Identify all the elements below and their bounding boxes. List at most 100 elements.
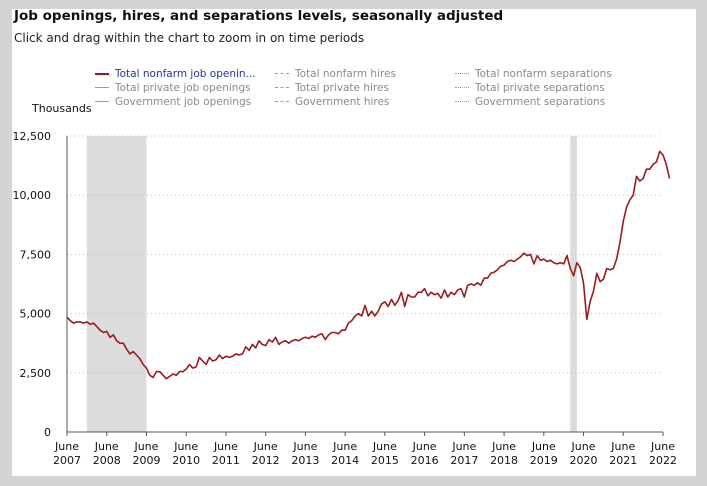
- data-point[interactable]: [528, 252, 533, 257]
- data-point[interactable]: [601, 277, 606, 282]
- data-point[interactable]: [621, 219, 626, 224]
- x-tick-label-month: June: [213, 440, 238, 453]
- data-point[interactable]: [372, 314, 377, 319]
- data-point[interactable]: [571, 273, 576, 278]
- data-point[interactable]: [478, 283, 483, 288]
- x-tick-label-month: June: [253, 440, 278, 453]
- data-point[interactable]: [349, 318, 354, 323]
- data-point[interactable]: [137, 356, 142, 361]
- data-point[interactable]: [270, 340, 275, 345]
- data-point[interactable]: [588, 299, 593, 304]
- x-tick-label-month: June: [451, 440, 476, 453]
- data-point[interactable]: [647, 167, 652, 172]
- data-point[interactable]: [323, 337, 328, 342]
- series-points: [65, 149, 673, 381]
- data-point[interactable]: [584, 317, 589, 322]
- data-point[interactable]: [343, 328, 348, 333]
- x-tick-label-month: June: [332, 440, 357, 453]
- data-point[interactable]: [535, 253, 540, 258]
- data-point[interactable]: [442, 287, 447, 292]
- data-point[interactable]: [624, 205, 629, 210]
- data-point[interactable]: [369, 309, 374, 314]
- data-point[interactable]: [204, 362, 209, 367]
- data-point[interactable]: [151, 375, 156, 380]
- data-point[interactable]: [565, 253, 570, 258]
- data-point[interactable]: [422, 286, 427, 291]
- x-tick-label-month: June: [133, 440, 158, 453]
- data-point[interactable]: [617, 240, 622, 245]
- data-point[interactable]: [402, 304, 407, 309]
- data-point[interactable]: [247, 348, 252, 353]
- data-point[interactable]: [445, 295, 450, 300]
- data-point[interactable]: [412, 295, 417, 300]
- series-line-total-nonfarm-job-openings[interactable]: [66, 150, 671, 380]
- data-point[interactable]: [485, 276, 490, 281]
- data-point[interactable]: [627, 197, 632, 202]
- data-point[interactable]: [594, 271, 599, 276]
- data-point[interactable]: [273, 335, 278, 340]
- data-point[interactable]: [399, 290, 404, 295]
- legend-label: Government separations: [475, 96, 606, 108]
- legend-label: Total private hires: [295, 82, 389, 94]
- data-point[interactable]: [376, 309, 381, 314]
- x-tick-label-month: June: [173, 440, 198, 453]
- data-point[interactable]: [144, 366, 149, 371]
- data-point[interactable]: [654, 160, 659, 165]
- data-point[interactable]: [124, 347, 129, 352]
- y-tick-label: 2,500: [20, 367, 52, 380]
- data-point[interactable]: [531, 261, 536, 266]
- data-point[interactable]: [214, 357, 219, 362]
- legend-swatch: [275, 101, 289, 102]
- data-point[interactable]: [366, 314, 371, 319]
- data-point[interactable]: [240, 351, 245, 356]
- data-point[interactable]: [578, 265, 583, 270]
- legend-swatch: [455, 87, 469, 88]
- data-point[interactable]: [121, 341, 126, 346]
- y-tick-label: 7,500: [20, 248, 52, 261]
- data-point[interactable]: [581, 280, 586, 285]
- x-tick-label-year: 2012: [252, 454, 280, 467]
- data-point[interactable]: [664, 162, 669, 167]
- data-point[interactable]: [382, 299, 387, 304]
- data-point[interactable]: [641, 176, 646, 181]
- data-point[interactable]: [253, 345, 258, 350]
- data-point[interactable]: [392, 303, 397, 308]
- data-point[interactable]: [568, 266, 573, 271]
- data-point[interactable]: [435, 291, 440, 296]
- data-point[interactable]: [614, 257, 619, 262]
- data-point[interactable]: [661, 152, 666, 157]
- data-point[interactable]: [389, 297, 394, 302]
- legend-swatch: [275, 87, 289, 88]
- data-point[interactable]: [111, 332, 116, 337]
- data-point[interactable]: [631, 193, 636, 198]
- data-point[interactable]: [452, 292, 457, 297]
- data-point[interactable]: [263, 343, 268, 348]
- data-point[interactable]: [611, 266, 616, 271]
- data-point[interactable]: [462, 295, 467, 300]
- data-point[interactable]: [363, 303, 368, 308]
- x-tick-label-year: 2019: [530, 454, 558, 467]
- data-point[interactable]: [439, 296, 444, 301]
- data-point[interactable]: [359, 314, 364, 319]
- data-point[interactable]: [184, 367, 189, 372]
- data-point[interactable]: [591, 289, 596, 294]
- data-point[interactable]: [574, 260, 579, 265]
- data-point[interactable]: [104, 329, 109, 334]
- data-point[interactable]: [634, 174, 639, 179]
- data-point[interactable]: [459, 286, 464, 291]
- data-point[interactable]: [386, 304, 391, 309]
- legend-swatch: [95, 101, 109, 102]
- data-point[interactable]: [319, 331, 324, 336]
- recession-band: [86, 136, 147, 432]
- data-point[interactable]: [194, 364, 199, 369]
- legend-swatch: [455, 101, 469, 102]
- x-tick-label-year: 2011: [212, 454, 240, 467]
- legend-label: Total private job openings: [115, 82, 251, 94]
- x-tick-label-month: June: [531, 440, 556, 453]
- legend-label: Total nonfarm hires: [295, 68, 397, 80]
- data-point[interactable]: [561, 261, 566, 266]
- x-tick-label-month: June: [292, 440, 317, 453]
- data-point[interactable]: [667, 176, 672, 181]
- data-point[interactable]: [396, 298, 401, 303]
